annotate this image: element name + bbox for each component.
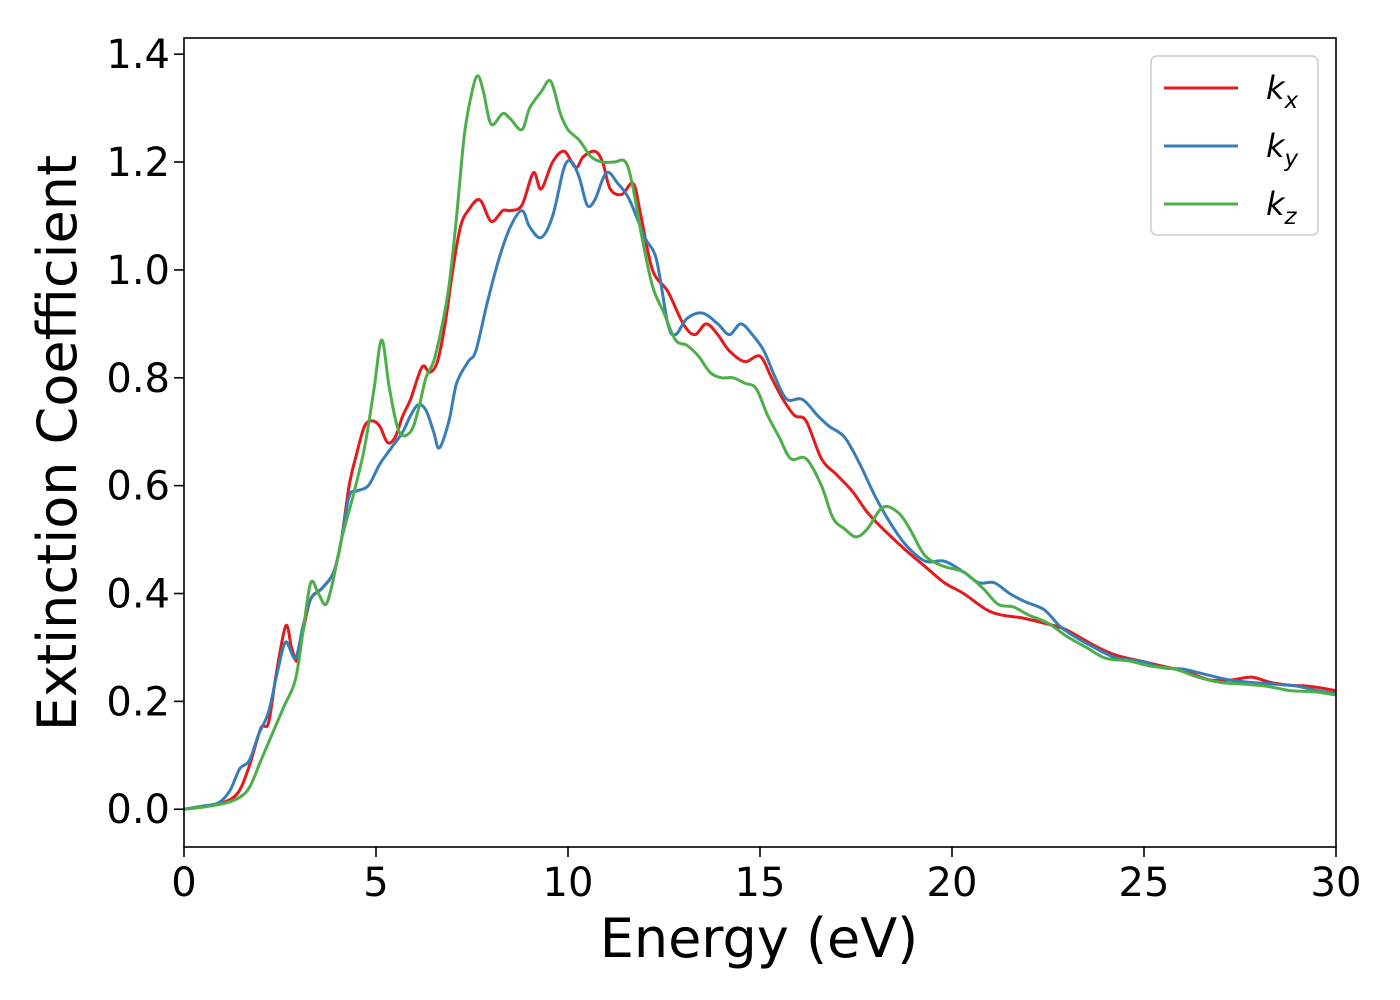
plot-background [184,38,1336,847]
x-tick-label: 10 [543,860,594,906]
plot-area [184,38,1336,847]
x-tick-label: 0 [171,860,196,906]
y-tick-label: 0.6 [106,464,170,510]
x-tick-label: 30 [1311,860,1362,906]
x-tick-label: 5 [363,860,388,906]
y-tick-label: 1.0 [106,248,170,294]
x-tick-label: 15 [735,860,786,906]
x-tick-label: 20 [927,860,978,906]
ticks-layer: 0 5 10 15 20 25 30 0.0 0.2 0.4 0.6 0.8 1.0 1.2 1.4 [106,32,1361,906]
legend-label-x: kx [1266,69,1299,114]
series-layer [184,74,1336,811]
y-tick-label: 1.4 [106,32,170,78]
legend-label-z: kz [1266,185,1298,230]
y-axis-title: Extinction Coefficient [26,155,89,731]
y-tick-label: 0.0 [106,787,170,833]
legend: kx ky kz [1150,55,1319,236]
x-tick-label: 25 [1119,860,1170,906]
series-line-z [184,74,1336,811]
y-tick-label: 0.2 [106,679,170,725]
legend-label-y: ky [1266,127,1299,172]
y-tick-label: 0.8 [106,356,170,402]
x-axis-title: Energy (eV) [600,907,919,970]
y-tick-label: 1.2 [106,140,170,186]
y-tick-label: 0.4 [106,572,170,618]
